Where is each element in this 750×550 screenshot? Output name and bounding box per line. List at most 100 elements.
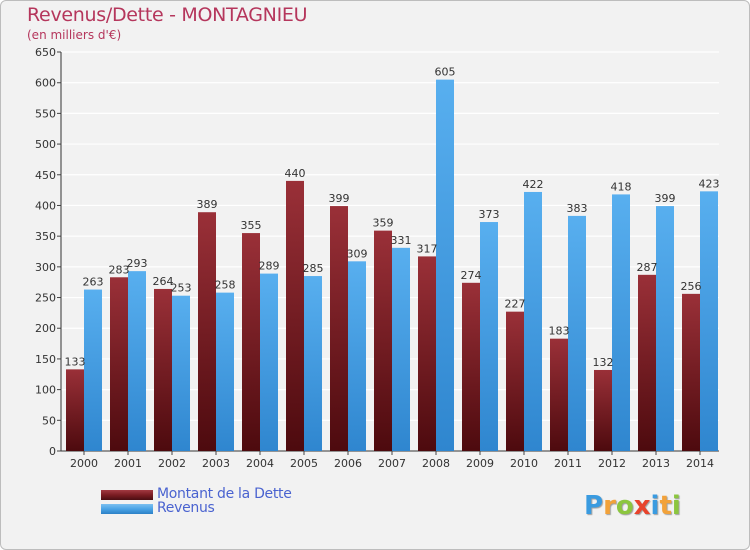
bar-revenus [524,191,542,452]
data-label-dette: 227 [505,298,526,311]
y-tick-label: 400 [35,199,56,212]
x-tick-label: 2006 [334,457,362,470]
data-label-dette: 274 [461,269,482,282]
legend-swatch-dette [101,490,153,500]
x-tick-label: 2007 [378,457,406,470]
y-tick-label: 650 [35,46,56,59]
data-label-dette: 256 [681,280,702,293]
bar-dette [154,288,172,451]
logo-letter: i [671,491,681,521]
x-tick-label: 2003 [202,457,230,470]
x-tick-label: 2014 [686,457,714,470]
bar-dette [682,293,700,451]
y-tick-label: 500 [35,138,56,151]
x-tick-label: 2010 [510,457,538,470]
x-tick-label: 2008 [422,457,450,470]
x-tick-label: 2001 [114,457,142,470]
data-label-revenus: 293 [127,257,148,270]
bar-revenus [128,271,146,451]
data-label-revenus: 263 [83,276,104,289]
data-label-revenus: 289 [259,260,280,273]
data-label-revenus: 605 [435,66,456,79]
data-label-revenus: 418 [611,180,632,193]
bar-revenus [436,79,454,451]
bar-revenus [304,276,322,451]
x-tick-label: 2013 [642,457,670,470]
data-label-revenus: 422 [523,178,544,191]
bar-revenus [172,295,190,451]
logo-letter: P [584,491,604,521]
bar-dette [286,180,304,451]
bar-revenus [392,247,410,451]
bar-dette [242,233,260,451]
data-label-revenus: 253 [171,282,192,295]
legend-label-dette: Montant de la Dette [157,486,292,502]
bar-dette [550,338,568,451]
bar-dette [506,311,524,451]
data-label-revenus: 309 [347,247,368,260]
chart-unit-subtitle: (en milliers d'€) [27,28,122,42]
bar-revenus [656,206,674,451]
x-tick-label: 2002 [158,457,186,470]
y-tick-label: 250 [35,292,56,305]
data-label-revenus: 423 [699,177,720,190]
data-label-revenus: 383 [567,202,588,215]
data-label-dette: 283 [109,263,130,276]
data-label-revenus: 258 [215,279,236,292]
data-label-revenus: 331 [391,234,412,247]
logo-letter: t [659,491,672,521]
data-label-dette: 359 [373,217,394,230]
y-tick-label: 450 [35,169,56,182]
x-tick-label: 2009 [466,457,494,470]
bar-revenus [612,194,630,452]
x-tick-label: 2004 [246,457,274,470]
x-tick-label: 2012 [598,457,626,470]
bar-dette [594,369,612,451]
legend-swatch-revenus [101,504,153,514]
y-tick-label: 100 [35,384,56,397]
data-label-dette: 389 [197,198,218,211]
data-label-dette: 183 [549,325,570,338]
x-tick-label: 2000 [70,457,98,470]
data-label-dette: 399 [329,192,350,205]
y-tick-label: 600 [35,77,56,90]
y-tick-label: 150 [35,353,56,366]
y-tick-label: 350 [35,230,56,243]
bar-dette [462,282,480,451]
bar-dette [374,230,392,451]
bar-dette [638,274,656,451]
bar-revenus [260,273,278,451]
data-label-revenus: 399 [655,192,676,205]
y-tick-label: 50 [42,414,56,427]
data-label-dette: 317 [417,242,438,255]
bar-dette [330,206,348,451]
logo-letter: i [650,491,660,521]
bar-revenus [216,292,234,451]
logo-letter: r [603,491,616,521]
chart-title: Revenus/Dette - MONTAGNIEU [27,4,308,26]
data-label-revenus: 373 [479,208,500,221]
data-label-dette: 264 [153,275,174,288]
bar-revenus [84,289,102,451]
bar-revenus [700,191,718,451]
proxiti-logo: Proxiti [584,491,681,521]
bar-dette [66,369,84,451]
data-label-revenus: 285 [303,262,324,275]
data-label-dette: 133 [65,355,86,368]
y-tick-label: 550 [35,107,56,120]
logo-letter: o [615,491,634,521]
bar-revenus [568,215,586,451]
bar-dette [418,256,436,451]
y-tick-label: 300 [35,261,56,274]
x-tick-label: 2011 [554,457,582,470]
data-label-dette: 132 [593,356,614,369]
data-label-dette: 287 [637,261,658,274]
legend-label-revenus: Revenus [157,500,215,516]
data-label-dette: 440 [285,167,306,180]
bar-dette [110,277,128,451]
x-tick-label: 2005 [290,457,318,470]
bar-revenus [480,222,498,451]
y-tick-label: 0 [49,445,56,458]
